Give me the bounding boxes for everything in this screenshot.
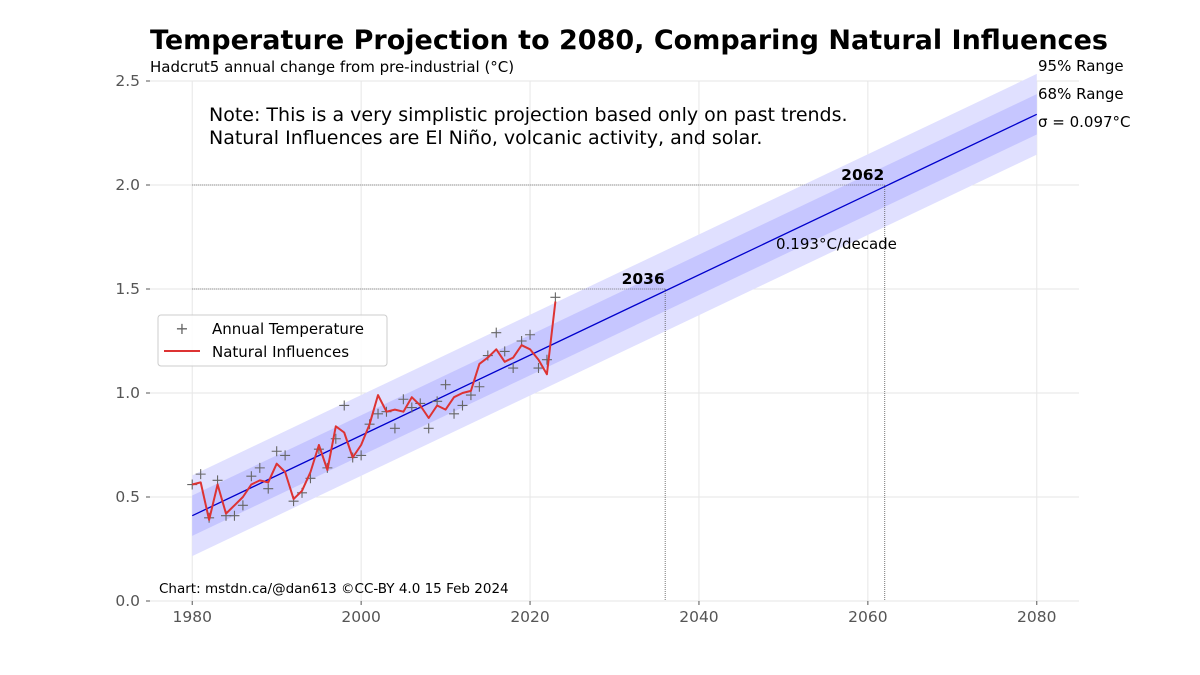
y-tick-label: 0.5 bbox=[115, 488, 140, 506]
band-label-sigma: σ = 0.097°C bbox=[1038, 113, 1131, 131]
x-tick-label: 2020 bbox=[510, 608, 549, 626]
annual-temperature-point bbox=[423, 423, 434, 434]
annual-temperature-point bbox=[525, 329, 536, 340]
legend-label-natural: Natural Influences bbox=[212, 343, 349, 361]
annual-temperature-point bbox=[254, 462, 265, 473]
x-tick-label: 1980 bbox=[173, 608, 212, 626]
legend-box bbox=[157, 314, 388, 367]
chart-subtitle: Hadcrut5 annual change from pre-industri… bbox=[150, 58, 514, 76]
annual-temperature-point bbox=[373, 408, 384, 419]
annual-temperature-point bbox=[229, 510, 240, 521]
annual-temperature-point bbox=[246, 471, 257, 482]
annual-temperature-point bbox=[499, 346, 510, 357]
threshold-year-label: 2036 bbox=[622, 270, 665, 288]
annual-temperature-point bbox=[440, 379, 451, 390]
annual-temperature-point bbox=[533, 363, 544, 374]
annual-temperature-point bbox=[356, 450, 367, 461]
natural-influences-line bbox=[191, 301, 557, 521]
trend-line-group bbox=[191, 113, 1038, 517]
annual-temperature-point bbox=[508, 363, 519, 374]
annual-temperature-point bbox=[195, 469, 206, 480]
annual-temperature-point bbox=[491, 327, 502, 338]
chart-title: Temperature Projection to 2080, Comparin… bbox=[150, 25, 1108, 56]
axis-ticks: 1980 2000 2020 2040 2060 2080 0.0 0.5 1.0 1.5 2.0 2… bbox=[115, 72, 1056, 626]
trend-rate-label: 0.193°C/decade bbox=[776, 235, 897, 253]
annual-temperature-point bbox=[457, 400, 468, 411]
x-tick-label: 2080 bbox=[1017, 608, 1056, 626]
trend-line bbox=[191, 113, 1038, 517]
y-tick-label: 2.5 bbox=[115, 72, 140, 90]
threshold-lines: 2036 2062 bbox=[192, 166, 886, 601]
note-line-2: Natural Influences are El Niño, volcanic… bbox=[209, 127, 762, 149]
data-series bbox=[187, 292, 561, 523]
x-tick-label: 2060 bbox=[848, 608, 887, 626]
annual-temperature-point bbox=[389, 423, 400, 434]
annual-temperature-point bbox=[339, 400, 350, 411]
note-line-1: Note: This is a very simplistic projecti… bbox=[209, 104, 848, 126]
annual-temperature-point bbox=[271, 446, 282, 457]
legend: + Annual Temperature Natural Influences bbox=[157, 314, 388, 367]
y-tick-label: 2.0 bbox=[115, 176, 140, 194]
annual-temperature-point bbox=[237, 500, 248, 511]
annual-temperature-point bbox=[263, 483, 274, 494]
annual-temperature-point bbox=[541, 354, 552, 365]
annual-temperature-point bbox=[550, 292, 561, 303]
y-tick-label: 1.5 bbox=[115, 280, 140, 298]
annual-temperature-point bbox=[449, 408, 460, 419]
x-tick-label: 2000 bbox=[341, 608, 380, 626]
threshold-year-label: 2062 bbox=[841, 166, 884, 184]
legend-label-annual: Annual Temperature bbox=[212, 320, 364, 338]
y-tick-label: 1.0 bbox=[115, 384, 140, 402]
chart-credit: Chart: mstdn.ca/@dan613 ©CC-BY 4.0 15 Fe… bbox=[159, 581, 509, 597]
band-label-95: 95% Range bbox=[1038, 57, 1124, 75]
legend-marker-annual: + bbox=[175, 319, 188, 338]
annual-temperature-point bbox=[406, 402, 417, 413]
annual-temperature-point bbox=[280, 450, 291, 461]
y-tick-label: 0.0 bbox=[115, 592, 140, 610]
annual-temperature-point bbox=[398, 394, 409, 405]
band-label-68: 68% Range bbox=[1038, 85, 1124, 103]
annual-temperature-point bbox=[474, 381, 485, 392]
x-tick-label: 2040 bbox=[679, 608, 718, 626]
